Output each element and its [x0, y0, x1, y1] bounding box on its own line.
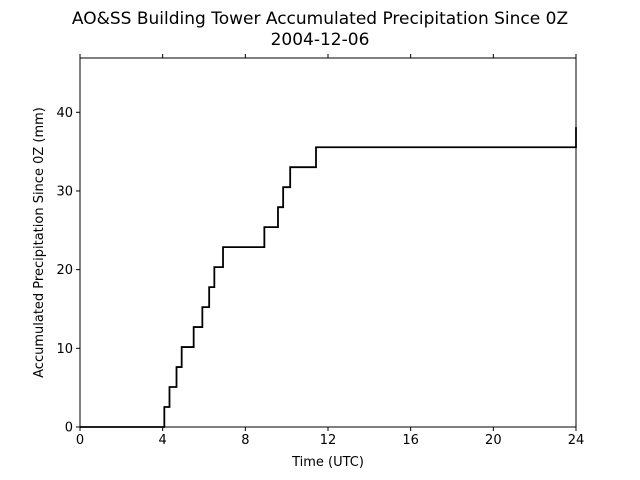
y-tick-label: 30 — [56, 184, 73, 199]
x-tick-label: 12 — [320, 433, 337, 448]
axis-ticks: 0 4 8 12 16 20 24 0 10 20 30 40 — [56, 54, 584, 448]
y-tick-label: 10 — [56, 342, 73, 357]
y-tick-label: 20 — [56, 263, 73, 278]
plot-frame — [79, 57, 577, 428]
plot-area — [79, 57, 577, 428]
x-tick-label: 16 — [402, 433, 419, 448]
x-tick-label: 24 — [568, 433, 585, 448]
chart-title: AO&SS Building Tower Accumulated Precipi… — [72, 9, 568, 29]
y-tick-label: 40 — [56, 106, 73, 121]
x-tick-label: 4 — [159, 433, 167, 448]
x-tick-label: 8 — [241, 433, 249, 448]
x-tick-label: 0 — [76, 433, 84, 448]
y-axis-label: Accumulated Precipitation Since 0Z (mm) — [32, 107, 47, 378]
series-line-0 — [80, 127, 577, 428]
y-tick-label: 0 — [65, 421, 73, 436]
x-tick-label: 20 — [485, 433, 502, 448]
chart-subtitle: 2004-12-06 — [271, 30, 370, 50]
x-axis-label: Time (UTC) — [291, 455, 364, 470]
